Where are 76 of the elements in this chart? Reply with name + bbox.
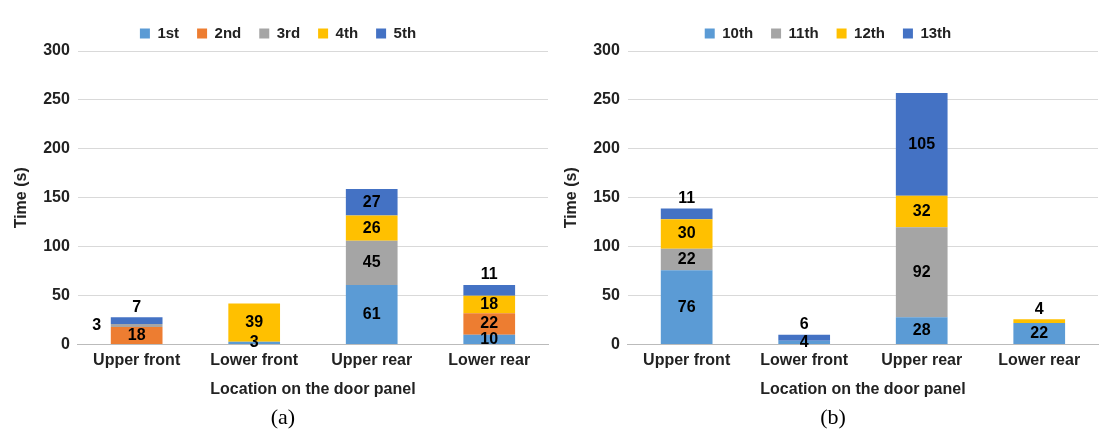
data-label: 27 bbox=[362, 192, 381, 210]
bar bbox=[345, 240, 398, 285]
data-label: 4 bbox=[1034, 299, 1044, 317]
legend-label: 10th bbox=[722, 23, 754, 41]
bar bbox=[345, 215, 398, 241]
x-tick-label: Lower rear bbox=[448, 350, 531, 368]
data-label: 45 bbox=[362, 253, 381, 271]
bar bbox=[110, 324, 163, 327]
data-label: 22 bbox=[1030, 323, 1049, 341]
x-tick-label: Upper rear bbox=[331, 350, 413, 368]
data-label: 39 bbox=[245, 312, 264, 330]
bar bbox=[345, 284, 398, 345]
data-label: 7 bbox=[132, 297, 142, 315]
data-label: 26 bbox=[362, 218, 381, 236]
legend-label: 13th bbox=[920, 23, 952, 41]
y-tick-label: 50 bbox=[602, 286, 620, 304]
y-axis-title: Time (s) bbox=[12, 167, 30, 229]
x-tick-label: Lower front bbox=[210, 350, 299, 368]
data-label: 6 bbox=[799, 315, 809, 333]
data-label: 18 bbox=[480, 294, 499, 312]
text: (b) bbox=[820, 403, 846, 431]
data-label: 10 bbox=[480, 329, 499, 347]
bar bbox=[895, 227, 948, 318]
y-tick-label: 50 bbox=[52, 286, 70, 304]
bar bbox=[345, 188, 398, 216]
bar bbox=[895, 93, 948, 196]
bar bbox=[895, 195, 948, 228]
x-tick-label: Upper rear bbox=[881, 350, 963, 368]
data-label: 11 bbox=[480, 265, 498, 283]
x-tick-label: Lower rear bbox=[998, 350, 1081, 368]
y-tick-label: 300 bbox=[593, 41, 620, 59]
x-tick-label: Upper front bbox=[93, 350, 181, 368]
bar bbox=[1013, 319, 1066, 324]
x-tick-label: Lower front bbox=[760, 350, 849, 368]
bar bbox=[660, 219, 713, 249]
legend-label: 2nd bbox=[214, 23, 242, 41]
y-tick-label: 200 bbox=[593, 139, 620, 157]
y-tick-label: 150 bbox=[43, 188, 70, 206]
data-label: 32 bbox=[912, 201, 931, 219]
y-tick-label: 150 bbox=[593, 188, 620, 206]
bar bbox=[660, 208, 713, 220]
legend-label: 3rd bbox=[276, 23, 301, 41]
bar bbox=[110, 317, 163, 325]
data-label: 11 bbox=[678, 188, 696, 206]
y-tick-label: 0 bbox=[60, 335, 70, 353]
data-label: 18 bbox=[127, 325, 146, 343]
x-tick-label: Upper front bbox=[643, 350, 731, 368]
legend-label: 11th bbox=[788, 23, 819, 41]
data-label: 28 bbox=[912, 321, 931, 339]
bar bbox=[895, 317, 948, 345]
y-tick-label: 250 bbox=[593, 90, 620, 108]
data-label: 22 bbox=[677, 249, 696, 267]
data-label: 30 bbox=[677, 224, 696, 242]
x-axis-title: Location on the door panel bbox=[760, 379, 966, 397]
data-label: 92 bbox=[912, 262, 931, 280]
legend-label: 12th bbox=[854, 23, 885, 41]
data-label: 76 bbox=[677, 297, 696, 315]
data-label: 3 bbox=[249, 333, 259, 351]
data-label: 3 bbox=[92, 315, 102, 333]
data-label: 61 bbox=[362, 304, 381, 322]
y-tick-label: 200 bbox=[43, 139, 70, 157]
y-axis-title: Time (s) bbox=[562, 167, 580, 229]
y-tick-label: 100 bbox=[593, 237, 620, 255]
bar bbox=[463, 284, 516, 296]
y-tick-label: 250 bbox=[43, 90, 70, 108]
data-label: 22 bbox=[480, 314, 499, 332]
y-tick-label: 0 bbox=[610, 335, 620, 353]
data-label: 105 bbox=[908, 134, 936, 152]
legend-label: 1st bbox=[157, 23, 180, 41]
legend-label: 5th bbox=[393, 23, 417, 41]
bar bbox=[660, 270, 713, 345]
text: (a) bbox=[270, 403, 296, 431]
legend-label: 4th bbox=[335, 23, 359, 41]
y-tick-label: 100 bbox=[43, 237, 70, 255]
y-tick-label: 300 bbox=[43, 41, 70, 59]
x-axis-title: Location on the door panel bbox=[210, 379, 416, 397]
